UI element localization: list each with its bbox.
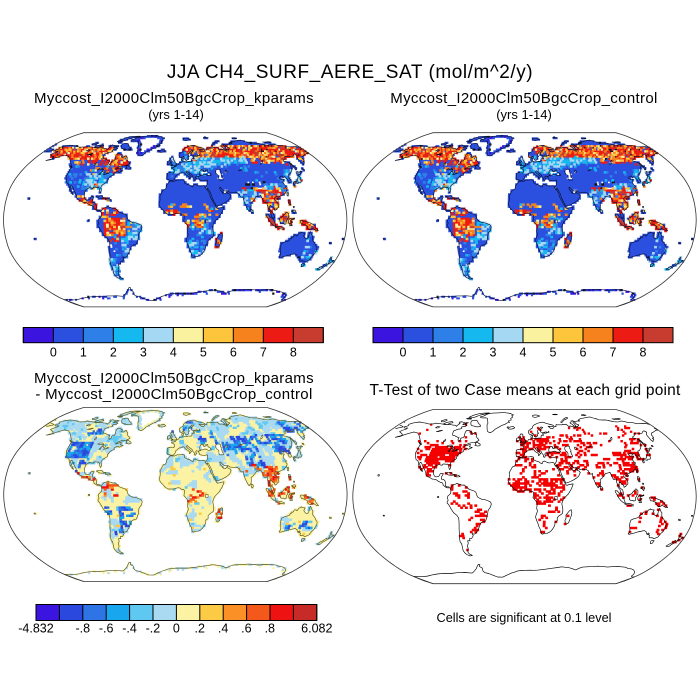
svg-text:-4.832: -4.832: [18, 621, 53, 635]
svg-text:-.8: -.8: [76, 621, 91, 635]
svg-text:1: 1: [430, 346, 437, 360]
svg-text:4: 4: [520, 346, 527, 360]
svg-text:5: 5: [550, 346, 557, 360]
svg-text:3: 3: [490, 346, 497, 360]
svg-text:5: 5: [200, 346, 207, 360]
svg-text:4: 4: [170, 346, 177, 360]
svg-text:7: 7: [610, 346, 617, 360]
svg-text:-.2: -.2: [146, 621, 161, 635]
svg-text:0: 0: [400, 346, 407, 360]
svg-text:8: 8: [290, 346, 297, 360]
svg-text:.4: .4: [218, 621, 228, 635]
svg-text:2: 2: [110, 346, 117, 360]
svg-text:1: 1: [80, 346, 87, 360]
svg-text:.6: .6: [241, 621, 251, 635]
svg-text:6.082: 6.082: [301, 621, 332, 635]
svg-text:2: 2: [460, 346, 467, 360]
svg-text:7: 7: [260, 346, 267, 360]
svg-text:6: 6: [580, 346, 587, 360]
svg-text:-.6: -.6: [99, 621, 114, 635]
svg-text:-.4: -.4: [122, 621, 137, 635]
svg-text:6: 6: [230, 346, 237, 360]
svg-text:3: 3: [140, 346, 147, 360]
svg-text:0: 0: [173, 621, 180, 635]
svg-text:.2: .2: [194, 621, 204, 635]
svg-text:8: 8: [640, 346, 647, 360]
svg-text:.8: .8: [265, 621, 275, 635]
svg-text:0: 0: [50, 346, 57, 360]
